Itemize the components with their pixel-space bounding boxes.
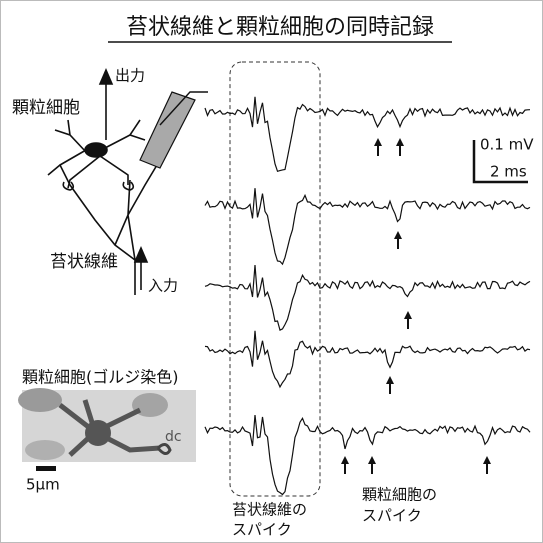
granule-spike-label-line1: 顆粒細胞の	[362, 486, 437, 504]
mossy-spike-label-line2: スパイク	[232, 521, 292, 539]
micrograph	[18, 388, 196, 462]
granule-spike-label-line2: スパイク	[362, 507, 422, 525]
granule-cell-label: 顆粒細胞	[12, 98, 80, 118]
mossy-fiber-label: 苔状線維	[50, 252, 118, 272]
output-label: 出力	[115, 67, 145, 85]
micrograph-title: 顆粒細胞(ゴルジ染色)	[22, 368, 179, 387]
figure: 苔状線維と顆粒細胞の同時記録 出力 顆粒細胞 苔状線維 入力 顆粒細胞(ゴルジ染…	[0, 0, 543, 543]
micrograph-scale-label: 5μm	[26, 476, 60, 494]
figure-title: 苔状線維と顆粒細胞の同時記録	[126, 15, 434, 40]
time-scale-label: 2 ms	[490, 163, 527, 181]
voltage-scale-label: 0.1 mV	[480, 136, 534, 154]
dendrite-label: dc	[165, 429, 182, 445]
micrograph-scale-bar	[36, 466, 56, 471]
mossy-spike-label-line1: 苔状線維の	[232, 501, 307, 519]
input-label: 入力	[148, 277, 178, 295]
